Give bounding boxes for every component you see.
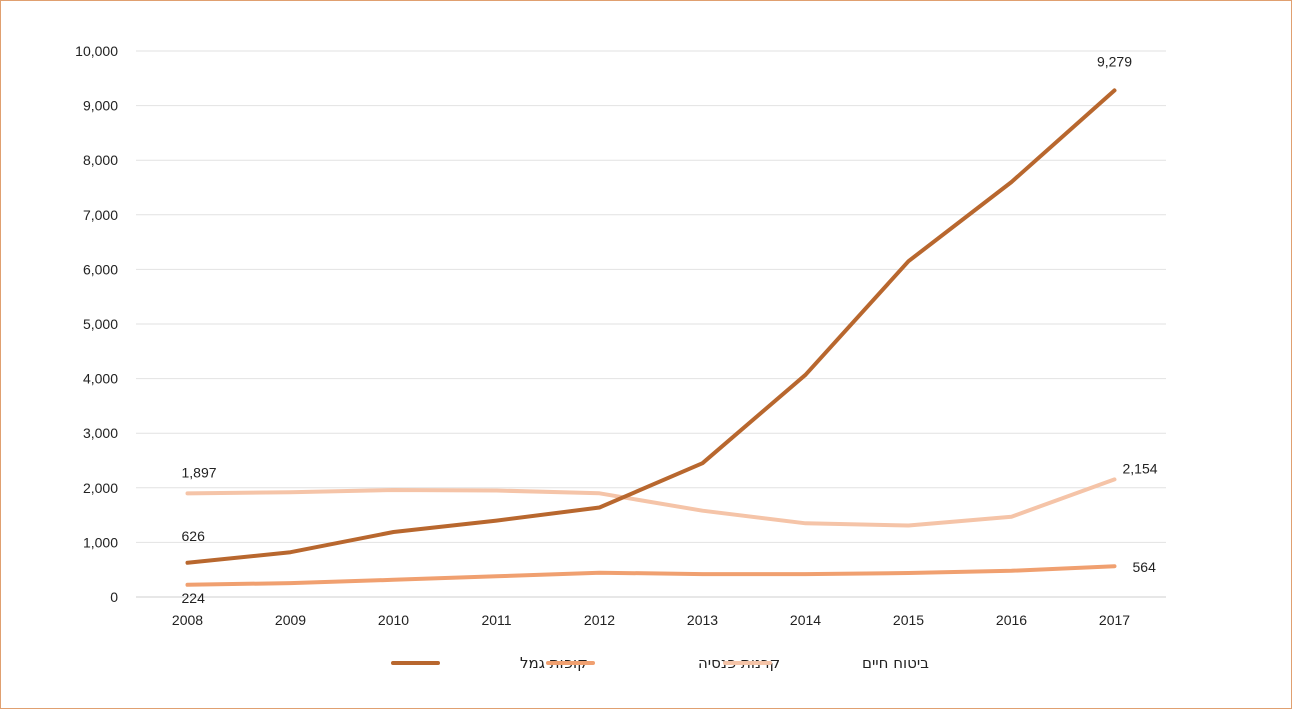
legend-label-2: ביטוח חיים xyxy=(862,654,929,672)
data-label: 2,154 xyxy=(1123,460,1158,476)
y-tick-label: 10,000 xyxy=(75,43,118,59)
y-axis-tick-labels: 0 1,000 2,000 3,000 4,000 5,000 6,000 7,000 8,00… xyxy=(75,43,118,605)
y-tick-label: 8,000 xyxy=(83,152,118,168)
x-axis-tick-labels: 2008 2009 2010 2011 2012 2013 2014 2015 2016 2017 xyxy=(172,612,1130,628)
y-tick-label: 2,000 xyxy=(83,480,118,496)
x-tick-label: 2012 xyxy=(584,612,615,628)
data-labels: 626 9,279 224 564 1,897 2,154 xyxy=(182,53,1158,605)
x-tick-label: 2016 xyxy=(996,612,1027,628)
x-tick-label: 2017 xyxy=(1099,612,1130,628)
data-label: 564 xyxy=(1133,559,1157,575)
y-tick-label: 7,000 xyxy=(83,207,118,223)
x-tick-label: 2015 xyxy=(893,612,924,628)
series-line-1 xyxy=(185,564,1117,587)
data-label: 1,897 xyxy=(182,464,217,480)
x-tick-label: 2011 xyxy=(481,612,511,628)
x-tick-label: 2010 xyxy=(378,612,409,628)
x-tick-label: 2013 xyxy=(687,612,718,628)
y-tick-label: 9,000 xyxy=(83,98,118,114)
series-line-0 xyxy=(185,88,1117,565)
grid-lines xyxy=(136,50,1166,598)
series-lines xyxy=(185,88,1117,587)
data-label: 9,279 xyxy=(1097,53,1132,69)
series-line-2 xyxy=(185,477,1117,528)
y-tick-label: 1,000 xyxy=(83,534,118,550)
x-tick-label: 2009 xyxy=(275,612,306,628)
legend: קופות גמל קרנות פנסיה ביטוח חיים xyxy=(391,654,929,672)
y-tick-label: 4,000 xyxy=(83,371,118,387)
x-tick-label: 2008 xyxy=(172,612,203,628)
y-tick-label: 0 xyxy=(110,589,118,605)
y-tick-label: 3,000 xyxy=(83,425,118,441)
x-tick-label: 2014 xyxy=(790,612,821,628)
y-tick-label: 6,000 xyxy=(83,261,118,277)
data-label: 626 xyxy=(182,528,206,544)
y-tick-label: 5,000 xyxy=(83,316,118,332)
data-label: 224 xyxy=(182,590,206,606)
